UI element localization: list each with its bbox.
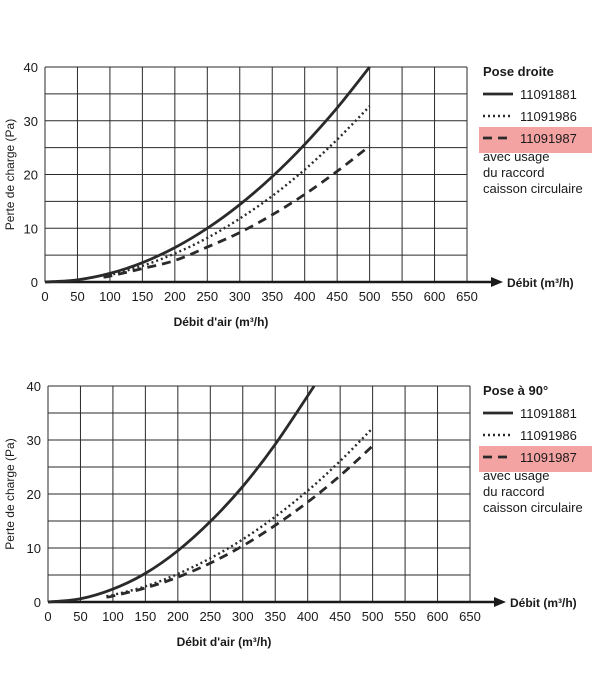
x-tick-label: 200: [164, 289, 186, 304]
x-tick-label: 550: [391, 289, 413, 304]
y-tick-label: 10: [24, 221, 38, 236]
y-tick-label: 0: [31, 275, 38, 290]
legend-highlight: [479, 127, 592, 153]
y-tick-label: 30: [27, 433, 41, 448]
legend-highlight: [479, 446, 592, 472]
series-line-11091987: [103, 144, 371, 279]
chart-2: Débit (m³/h)0 50 100 150 200 250 300 350 400 450 5…: [3, 379, 592, 649]
legend-entry-label: 11091987: [520, 131, 577, 146]
series-line-11091881: [47, 385, 316, 604]
series-line-11091986: [103, 105, 371, 278]
y-tick-label: 40: [24, 60, 38, 75]
legend-entry-label: 11091987: [520, 450, 577, 465]
x-tick-label: 550: [394, 609, 416, 624]
grid: [44, 66, 468, 283]
x-tick-label: 400: [297, 609, 319, 624]
chart-1: Débit (m³/h)0 50 100 150 200 250 300 350 400 450 5…: [3, 60, 592, 329]
x-tick-label: 600: [424, 289, 446, 304]
y-tick-label: 40: [27, 379, 41, 394]
x-tick-label: 100: [99, 289, 121, 304]
series-line-11091987: [106, 444, 374, 599]
x-axis-title: Débit d'air (m³/h): [177, 635, 272, 649]
grid: [47, 385, 471, 603]
x-tick-label: 450: [326, 289, 348, 304]
x-tick-label: 450: [329, 609, 351, 624]
y-axis-title: Perte de charge (Pa): [3, 119, 17, 230]
x-axis-arrow-icon: [491, 277, 503, 287]
x-tick-label: 650: [459, 609, 481, 624]
legend-title: Pose droite: [483, 64, 554, 79]
x-axis-arrow-label: Débit (m³/h): [507, 276, 574, 290]
y-axis-title: Perte de charge (Pa): [3, 438, 17, 549]
x-tick-label: 0: [41, 289, 48, 304]
x-axis-arrow-icon: [494, 597, 506, 607]
x-tick-label: 50: [73, 609, 87, 624]
legend-note: caisson circulaire: [483, 500, 583, 515]
x-tick-label: 300: [229, 289, 251, 304]
x-tick-label: 500: [359, 289, 381, 304]
legend-entry-label: 11091881: [520, 406, 577, 421]
series-line-11091986: [106, 427, 374, 598]
legend: Pose droite 11091881 11091986 11091987 avec …: [479, 64, 592, 196]
y-tick-label: 0: [34, 595, 41, 610]
series-line-11091881: [44, 66, 371, 284]
y-tick-label: 30: [24, 114, 38, 129]
x-tick-label: 300: [232, 609, 254, 624]
x-tick-label: 0: [44, 609, 51, 624]
legend-note: avec usage: [483, 468, 550, 483]
x-tick-label: 200: [167, 609, 189, 624]
x-tick-label: 100: [102, 609, 124, 624]
x-tick-label: 650: [456, 289, 478, 304]
x-axis-arrow-label: Débit (m³/h): [510, 596, 577, 610]
x-tick-label: 500: [362, 609, 384, 624]
x-tick-label: 350: [264, 609, 286, 624]
legend-note: du raccord: [483, 165, 544, 180]
x-tick-label: 350: [261, 289, 283, 304]
x-tick-label: 600: [427, 609, 449, 624]
legend-entry-label: 11091986: [520, 428, 577, 443]
legend-note: caisson circulaire: [483, 181, 583, 196]
legend-note: du raccord: [483, 484, 544, 499]
y-tick-label: 20: [24, 168, 38, 183]
x-tick-label: 250: [199, 609, 221, 624]
legend-title: Pose à 90°: [483, 383, 548, 398]
x-tick-label: 150: [132, 289, 154, 304]
x-tick-label: 150: [135, 609, 157, 624]
x-axis-title: Débit d'air (m³/h): [174, 315, 269, 329]
legend-entry-label: 11091986: [520, 109, 577, 124]
y-tick-label: 10: [27, 541, 41, 556]
legend-note: avec usage: [483, 149, 550, 164]
x-tick-label: 250: [196, 289, 218, 304]
x-tick-label: 50: [70, 289, 84, 304]
x-tick-label: 400: [294, 289, 316, 304]
y-tick-label: 20: [27, 487, 41, 502]
legend-entry-label: 11091881: [520, 87, 577, 102]
legend: Pose à 90° 11091881 11091986 11091987 avec u…: [479, 383, 592, 515]
